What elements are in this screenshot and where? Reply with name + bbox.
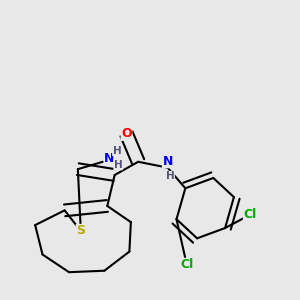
Text: N: N — [163, 155, 173, 168]
Text: S: S — [76, 224, 85, 238]
Text: H: H — [112, 146, 122, 156]
Text: H: H — [166, 172, 174, 182]
Text: Cl: Cl — [180, 258, 194, 271]
Text: H: H — [114, 160, 123, 170]
Text: N: N — [104, 152, 115, 165]
Text: Cl: Cl — [244, 208, 257, 221]
Text: O: O — [121, 127, 132, 140]
